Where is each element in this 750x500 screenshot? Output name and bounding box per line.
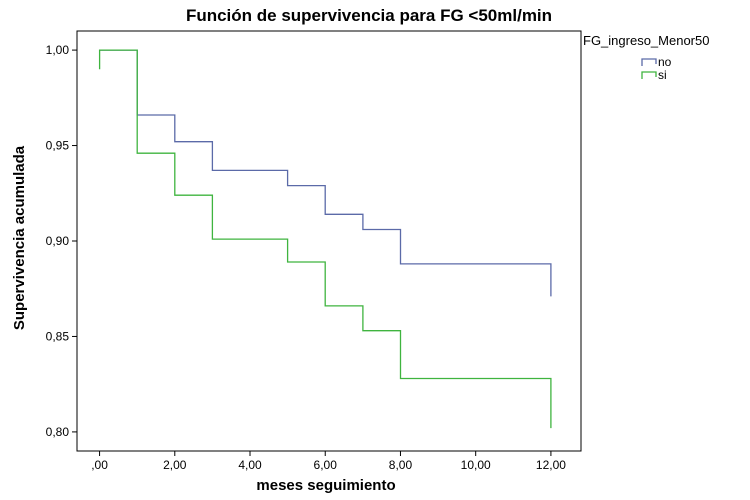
- y-axis-label: Supervivencia acumulada: [11, 145, 28, 330]
- legend-title: FG_ingreso_Menor50: [583, 33, 709, 48]
- x-axis: ,00 2,00 4,00 6,00 8,00 10,00 12,00: [91, 451, 566, 472]
- x-tick-label: 2,00: [163, 458, 187, 472]
- series-line-no: [99, 49, 552, 297]
- series-line-si: [98, 49, 552, 429]
- y-tick-label: 1,00: [46, 43, 70, 57]
- x-tick-label: 4,00: [238, 458, 262, 472]
- y-tick-label: 0,90: [46, 234, 70, 248]
- y-axis: 0,80 0,85 0,90 0,95 1,00: [46, 43, 77, 439]
- y-tick-label: 0,85: [46, 329, 70, 343]
- x-tick-label: 8,00: [389, 458, 413, 472]
- legend-label-si: si: [658, 68, 667, 82]
- legend-label-no: no: [658, 55, 672, 69]
- legend-symbol-si: [641, 71, 657, 79]
- x-tick-label: ,00: [91, 458, 108, 472]
- x-tick-label: 12,00: [536, 458, 566, 472]
- y-tick-label: 0,80: [46, 425, 70, 439]
- series-group: [98, 49, 552, 429]
- y-tick-label: 0,95: [46, 139, 70, 153]
- chart-title: Función de supervivencia para FG <50ml/m…: [186, 6, 552, 25]
- x-axis-label: meses seguimiento: [256, 477, 395, 494]
- x-tick-label: 6,00: [314, 458, 338, 472]
- x-tick-label: 10,00: [461, 458, 491, 472]
- legend-symbol-no: [641, 58, 657, 66]
- plot-frame: [76, 30, 582, 452]
